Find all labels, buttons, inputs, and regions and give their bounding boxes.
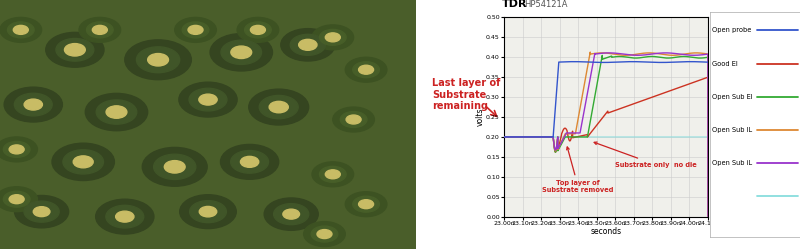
Circle shape bbox=[358, 65, 374, 74]
Circle shape bbox=[0, 187, 38, 212]
Circle shape bbox=[142, 147, 207, 186]
Circle shape bbox=[230, 150, 269, 173]
Circle shape bbox=[231, 46, 252, 59]
Circle shape bbox=[249, 89, 309, 125]
Circle shape bbox=[274, 204, 309, 225]
Circle shape bbox=[24, 99, 42, 110]
Circle shape bbox=[340, 112, 367, 127]
Circle shape bbox=[63, 150, 103, 174]
Circle shape bbox=[189, 88, 227, 111]
Circle shape bbox=[9, 145, 24, 154]
Circle shape bbox=[180, 195, 236, 229]
Circle shape bbox=[4, 87, 62, 122]
Circle shape bbox=[221, 40, 262, 64]
Circle shape bbox=[125, 40, 191, 80]
Circle shape bbox=[269, 101, 288, 113]
Circle shape bbox=[86, 22, 113, 38]
Circle shape bbox=[182, 22, 209, 38]
Circle shape bbox=[311, 226, 338, 242]
Circle shape bbox=[65, 44, 86, 56]
Circle shape bbox=[281, 29, 335, 61]
Text: Good El: Good El bbox=[712, 61, 738, 66]
Text: Open Sub El: Open Sub El bbox=[712, 94, 753, 100]
Circle shape bbox=[0, 137, 38, 162]
Circle shape bbox=[7, 22, 34, 38]
Circle shape bbox=[46, 32, 104, 67]
Circle shape bbox=[154, 154, 196, 180]
Text: Top layer of
Substrate removed: Top layer of Substrate removed bbox=[542, 147, 614, 193]
Circle shape bbox=[304, 222, 346, 247]
Circle shape bbox=[199, 206, 217, 217]
Circle shape bbox=[190, 201, 226, 223]
Circle shape bbox=[298, 39, 317, 50]
Circle shape bbox=[319, 166, 346, 182]
Y-axis label: volts: volts bbox=[476, 108, 485, 126]
Circle shape bbox=[164, 161, 185, 173]
Circle shape bbox=[264, 198, 318, 230]
Circle shape bbox=[245, 22, 271, 38]
Circle shape bbox=[106, 106, 127, 118]
Circle shape bbox=[199, 94, 217, 105]
Circle shape bbox=[174, 17, 216, 42]
Circle shape bbox=[56, 38, 94, 61]
Circle shape bbox=[14, 195, 69, 228]
Circle shape bbox=[312, 25, 354, 50]
Circle shape bbox=[96, 199, 154, 234]
Circle shape bbox=[259, 95, 298, 119]
Circle shape bbox=[14, 25, 28, 34]
Circle shape bbox=[86, 93, 148, 131]
Circle shape bbox=[353, 62, 379, 78]
Circle shape bbox=[188, 25, 203, 34]
Circle shape bbox=[34, 207, 50, 217]
Text: Open Sub iL: Open Sub iL bbox=[712, 160, 753, 166]
Circle shape bbox=[346, 115, 361, 124]
Circle shape bbox=[0, 17, 42, 42]
Circle shape bbox=[221, 144, 278, 179]
Circle shape bbox=[3, 141, 30, 157]
Circle shape bbox=[179, 82, 237, 117]
Circle shape bbox=[79, 17, 121, 42]
Circle shape bbox=[52, 143, 114, 181]
Circle shape bbox=[237, 17, 278, 42]
Circle shape bbox=[326, 170, 340, 179]
Circle shape bbox=[250, 25, 266, 34]
Circle shape bbox=[137, 47, 180, 73]
Circle shape bbox=[283, 209, 299, 219]
Circle shape bbox=[317, 230, 332, 239]
Circle shape bbox=[14, 93, 52, 116]
Text: Last layer of
Substrate
remaining: Last layer of Substrate remaining bbox=[432, 78, 500, 111]
Circle shape bbox=[290, 34, 326, 55]
Circle shape bbox=[210, 34, 273, 71]
Circle shape bbox=[346, 192, 387, 217]
Circle shape bbox=[106, 205, 144, 228]
Circle shape bbox=[74, 156, 93, 168]
Circle shape bbox=[3, 191, 30, 207]
Circle shape bbox=[24, 201, 59, 222]
Text: Open probe: Open probe bbox=[712, 27, 752, 33]
Text: HP54121A: HP54121A bbox=[525, 0, 568, 9]
Circle shape bbox=[358, 200, 374, 209]
Text: Open Sub IL: Open Sub IL bbox=[712, 127, 753, 133]
Circle shape bbox=[326, 33, 340, 42]
Circle shape bbox=[116, 211, 134, 222]
Circle shape bbox=[333, 107, 374, 132]
Circle shape bbox=[346, 57, 387, 82]
Circle shape bbox=[319, 29, 346, 45]
X-axis label: seconds: seconds bbox=[590, 227, 622, 236]
Circle shape bbox=[312, 162, 354, 187]
Text: TDR: TDR bbox=[502, 0, 527, 9]
Circle shape bbox=[92, 25, 107, 34]
Circle shape bbox=[9, 195, 24, 204]
Text: Substrate only  no die: Substrate only no die bbox=[594, 142, 697, 168]
Circle shape bbox=[353, 196, 379, 212]
Circle shape bbox=[96, 100, 137, 124]
Circle shape bbox=[148, 54, 169, 66]
Circle shape bbox=[241, 156, 258, 167]
